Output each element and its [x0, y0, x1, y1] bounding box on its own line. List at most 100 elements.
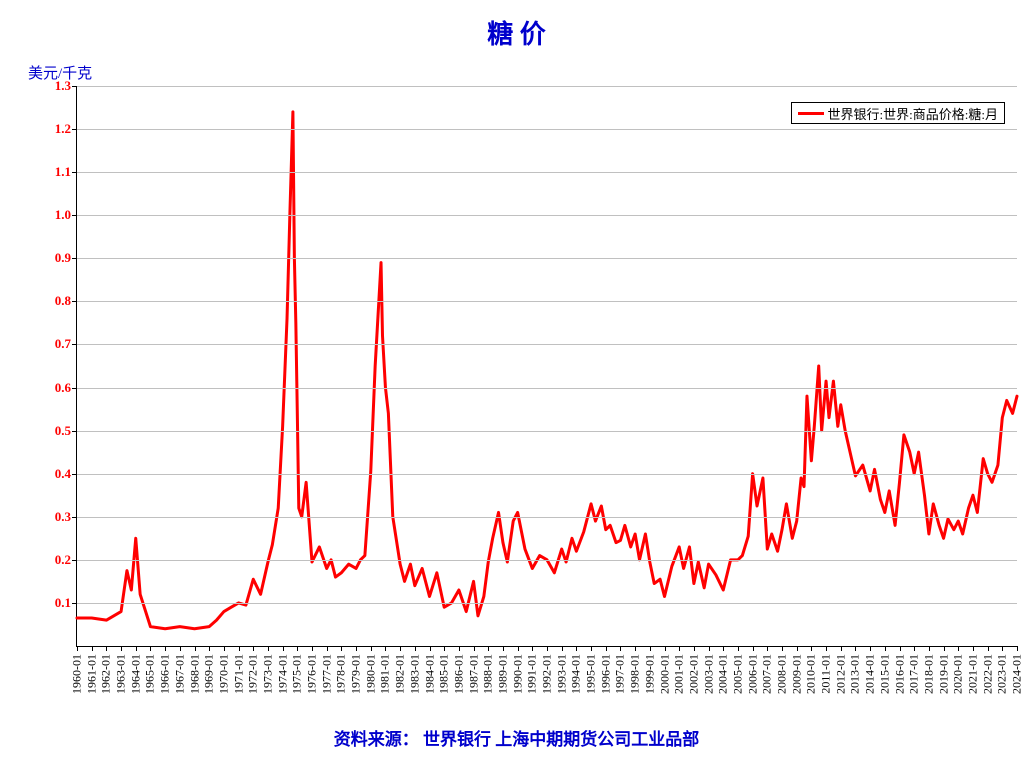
xtick-mark — [944, 646, 945, 651]
xtick-label: 2013-01 — [848, 654, 863, 694]
xtick-mark — [1002, 646, 1003, 651]
xtick-mark — [283, 646, 284, 651]
xtick-mark — [797, 646, 798, 651]
ytick-mark — [72, 258, 77, 259]
ytick-label: 1.0 — [55, 207, 71, 223]
xtick-label: 1977-01 — [319, 654, 334, 694]
xtick-label: 2016-01 — [892, 654, 907, 694]
xtick-mark — [914, 646, 915, 651]
sugar-price-chart: 糖 价 美元/千克 世界银行:世界:商品价格:糖:月 0.10.20.30.40… — [0, 0, 1033, 762]
xtick-mark — [312, 646, 313, 651]
legend-swatch — [798, 112, 824, 115]
xtick-mark — [77, 646, 78, 651]
xtick-mark — [958, 646, 959, 651]
ytick-label: 0.1 — [55, 595, 71, 611]
xtick-label: 1975-01 — [290, 654, 305, 694]
plot-area: 世界银行:世界:商品价格:糖:月 0.10.20.30.40.50.60.70.… — [76, 86, 1017, 647]
xtick-label: 2008-01 — [775, 654, 790, 694]
gridline — [77, 258, 1017, 259]
xtick-label: 2007-01 — [760, 654, 775, 694]
xtick-label: 1982-01 — [393, 654, 408, 694]
ytick-mark — [72, 344, 77, 345]
gridline — [77, 474, 1017, 475]
xtick-label: 2009-01 — [789, 654, 804, 694]
xtick-label: 1983-01 — [407, 654, 422, 694]
xtick-mark — [180, 646, 181, 651]
xtick-label: 1978-01 — [334, 654, 349, 694]
xtick-label: 1974-01 — [275, 654, 290, 694]
source-text: 资料来源： 世界银行 上海中期期货公司工业品部 — [0, 725, 1033, 750]
ytick-mark — [72, 431, 77, 432]
xtick-mark — [665, 646, 666, 651]
legend: 世界银行:世界:商品价格:糖:月 — [791, 102, 1005, 124]
xtick-label: 2024-01 — [1010, 654, 1025, 694]
xtick-mark — [650, 646, 651, 651]
xtick-mark — [209, 646, 210, 651]
xtick-mark — [723, 646, 724, 651]
gridline — [77, 129, 1017, 130]
xtick-mark — [929, 646, 930, 651]
xtick-label: 1987-01 — [466, 654, 481, 694]
xtick-mark — [106, 646, 107, 651]
xtick-mark — [679, 646, 680, 651]
xtick-label: 1965-01 — [143, 654, 158, 694]
xtick-label: 2014-01 — [863, 654, 878, 694]
xtick-mark — [459, 646, 460, 651]
gridline — [77, 388, 1017, 389]
xtick-label: 1963-01 — [114, 654, 129, 694]
xtick-label: 1960-01 — [70, 654, 85, 694]
xtick-label: 2006-01 — [745, 654, 760, 694]
xtick-mark — [738, 646, 739, 651]
ytick-label: 1.3 — [55, 78, 71, 94]
xtick-mark — [811, 646, 812, 651]
xtick-label: 2003-01 — [701, 654, 716, 694]
xtick-mark — [826, 646, 827, 651]
xtick-label: 2019-01 — [936, 654, 951, 694]
ytick-mark — [72, 129, 77, 130]
xtick-label: 2011-01 — [819, 654, 834, 694]
xtick-label: 1986-01 — [451, 654, 466, 694]
xtick-label: 1991-01 — [525, 654, 540, 694]
gridline — [77, 86, 1017, 87]
xtick-label: 1969-01 — [202, 654, 217, 694]
xtick-mark — [606, 646, 607, 651]
ytick-mark — [72, 301, 77, 302]
xtick-label: 1967-01 — [172, 654, 187, 694]
xtick-mark — [150, 646, 151, 651]
xtick-label: 1984-01 — [422, 654, 437, 694]
xtick-label: 1979-01 — [349, 654, 364, 694]
xtick-mark — [841, 646, 842, 651]
ytick-label: 1.1 — [55, 164, 71, 180]
xtick-mark — [371, 646, 372, 651]
gridline — [77, 172, 1017, 173]
xtick-mark — [253, 646, 254, 651]
xtick-label: 2021-01 — [965, 654, 980, 694]
ytick-label: 0.4 — [55, 466, 71, 482]
xtick-mark — [870, 646, 871, 651]
xtick-mark — [885, 646, 886, 651]
xtick-mark — [341, 646, 342, 651]
xtick-mark — [973, 646, 974, 651]
ytick-label: 0.5 — [55, 423, 71, 439]
xtick-mark — [855, 646, 856, 651]
xtick-mark — [165, 646, 166, 651]
xtick-mark — [121, 646, 122, 651]
xtick-mark — [224, 646, 225, 651]
xtick-mark — [503, 646, 504, 651]
xtick-mark — [1017, 646, 1018, 651]
xtick-label: 1970-01 — [216, 654, 231, 694]
ytick-label: 0.3 — [55, 509, 71, 525]
xtick-mark — [385, 646, 386, 651]
xtick-mark — [532, 646, 533, 651]
xtick-mark — [988, 646, 989, 651]
series-line — [77, 112, 1017, 629]
xtick-label: 1973-01 — [260, 654, 275, 694]
ytick-label: 0.6 — [55, 380, 71, 396]
xtick-label: 2005-01 — [730, 654, 745, 694]
xtick-mark — [474, 646, 475, 651]
xtick-label: 1989-01 — [495, 654, 510, 694]
xtick-label: 1964-01 — [128, 654, 143, 694]
xtick-label: 2001-01 — [672, 654, 687, 694]
ytick-mark — [72, 474, 77, 475]
xtick-label: 2002-01 — [686, 654, 701, 694]
